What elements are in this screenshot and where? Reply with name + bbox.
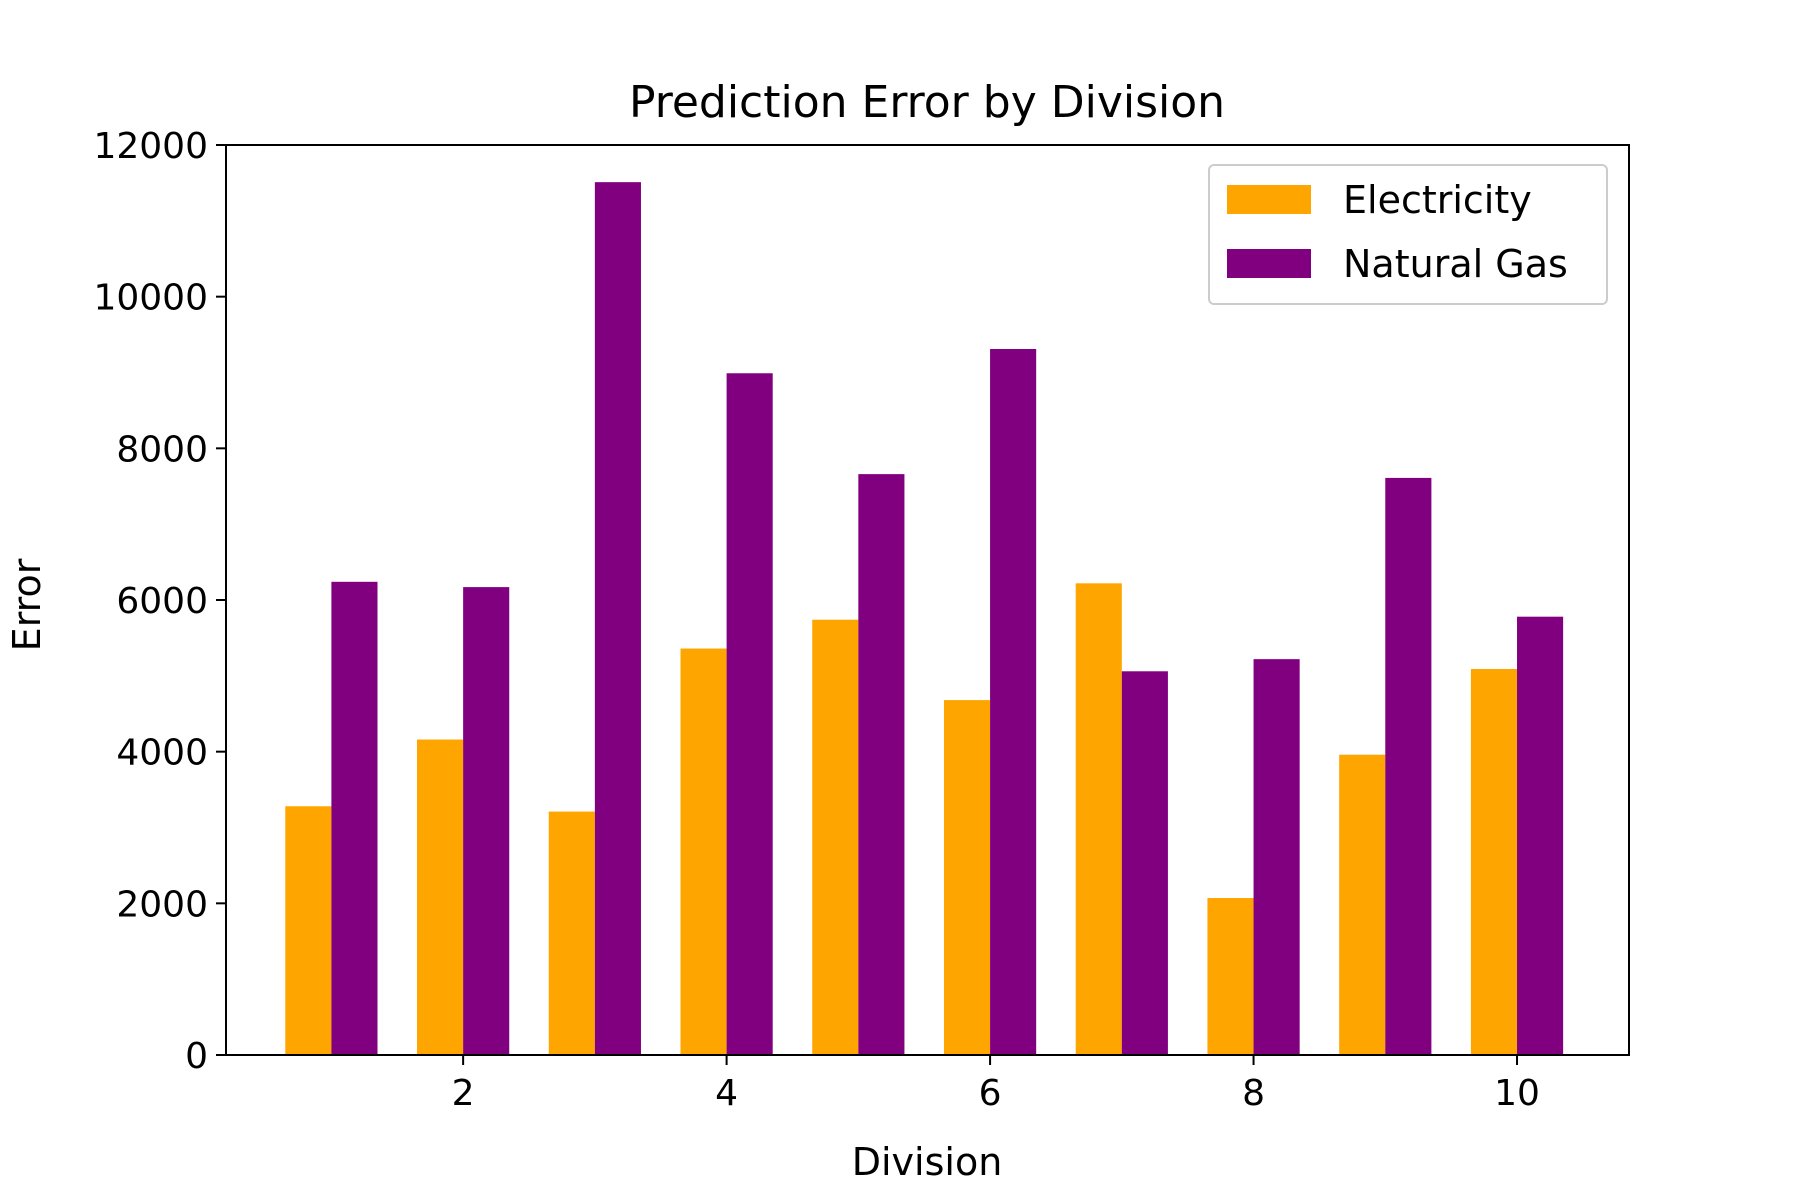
chart-title: Prediction Error by Division xyxy=(629,77,1225,128)
bar-electricity-3 xyxy=(548,811,595,1055)
legend: Electricity Natural Gas xyxy=(1208,164,1608,305)
bar-natural-gas-5 xyxy=(858,474,905,1055)
bar-natural-gas-4 xyxy=(726,373,773,1056)
bar-natural-gas-1 xyxy=(331,581,378,1055)
y-tick-label-4000: 4000 xyxy=(116,733,208,774)
legend-label-natural-gas: Natural Gas xyxy=(1343,242,1568,286)
y-tick-label-12000: 12000 xyxy=(93,126,208,167)
bar-electricity-4 xyxy=(680,648,727,1055)
bar-electricity-6 xyxy=(943,700,991,1055)
plot-frame xyxy=(225,144,1630,1056)
y-tick-label-0: 0 xyxy=(185,1036,208,1077)
bar-natural-gas-9 xyxy=(1385,477,1432,1055)
legend-label-electricity: Electricity xyxy=(1343,178,1532,222)
bar-natural-gas-7 xyxy=(1121,671,1168,1055)
x-tick-label-10: 10 xyxy=(1494,1073,1540,1114)
y-tick-label-6000: 6000 xyxy=(116,581,208,622)
x-tick-label-4: 4 xyxy=(715,1073,738,1114)
x-tick-label-2: 2 xyxy=(452,1073,475,1114)
y-tick-label-8000: 8000 xyxy=(116,429,208,470)
y-tick-label-2000: 2000 xyxy=(116,884,208,925)
x-axis-label: Division xyxy=(852,1140,1003,1184)
bar-natural-gas-10 xyxy=(1517,616,1564,1055)
ticks-layer: 0 2000 4000 6000 8000 10000 12000 2 4 6 8 10 xyxy=(93,126,1539,1114)
bar-electricity-9 xyxy=(1339,754,1386,1055)
y-tick-label-10000: 10000 xyxy=(93,278,208,319)
bar-natural-gas-6 xyxy=(990,348,1037,1055)
bar-electricity-2 xyxy=(417,739,464,1055)
x-tick-label-8: 8 xyxy=(1242,1073,1265,1114)
bar-natural-gas-2 xyxy=(463,587,510,1055)
bar-electricity-5 xyxy=(812,619,859,1055)
bar-natural-gas-3 xyxy=(594,182,641,1056)
x-tick-label-6: 6 xyxy=(979,1073,1002,1114)
bar-electricity-8 xyxy=(1207,898,1254,1055)
bar-electricity-1 xyxy=(285,806,332,1055)
legend-swatch-natural-gas xyxy=(1227,249,1311,278)
legend-swatch-electricity xyxy=(1227,185,1311,214)
bars-layer xyxy=(285,182,1564,1056)
bar-natural-gas-8 xyxy=(1253,659,1300,1055)
bar-electricity-10 xyxy=(1470,669,1518,1055)
bar-electricity-7 xyxy=(1075,583,1122,1055)
y-axis-label: Error xyxy=(5,558,49,651)
